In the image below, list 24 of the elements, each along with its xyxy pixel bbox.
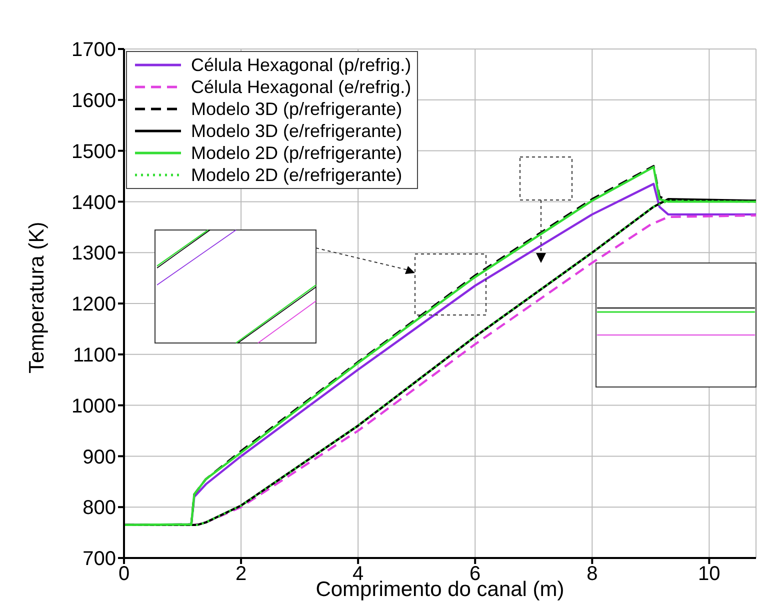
legend-label: Modelo 2D (e/refrigerante) <box>191 164 402 186</box>
y-tick-label: 1000 <box>72 395 116 418</box>
x-tick-label: 10 <box>698 563 720 586</box>
legend-label: Modelo 3D (p/refrigerante) <box>191 98 402 120</box>
y-tick-label: 1500 <box>72 140 116 163</box>
y-tick-label: 800 <box>82 497 116 520</box>
x-tick-label: 8 <box>586 563 598 586</box>
x-tick-label: 0 <box>118 563 130 586</box>
y-tick-label: 900 <box>82 446 116 468</box>
y-tick-label: 1100 <box>72 344 116 366</box>
x-tick-label: 6 <box>470 563 481 586</box>
y-tick-label: 1700 <box>72 39 116 62</box>
x-tick-label: 4 <box>352 563 364 586</box>
y-tick-label: 1600 <box>72 90 116 112</box>
y-axis-title: Temperatura (K) <box>25 222 48 374</box>
x-tick-label: 2 <box>235 563 247 586</box>
y-tick-label: 1200 <box>72 294 116 316</box>
legend-label: Modelo 2D (p/refrigerante) <box>191 142 402 164</box>
y-tick-label: 1400 <box>72 192 116 214</box>
y-tick-label: 700 <box>82 548 116 570</box>
legend-label: Modelo 3D (e/refrigerante) <box>191 120 402 142</box>
legend-label: Célula Hexagonal (p/refrig.) <box>191 54 412 76</box>
legend-label: Célula Hexagonal (e/refrig.) <box>191 76 412 98</box>
y-tick-label: 1300 <box>72 242 116 265</box>
